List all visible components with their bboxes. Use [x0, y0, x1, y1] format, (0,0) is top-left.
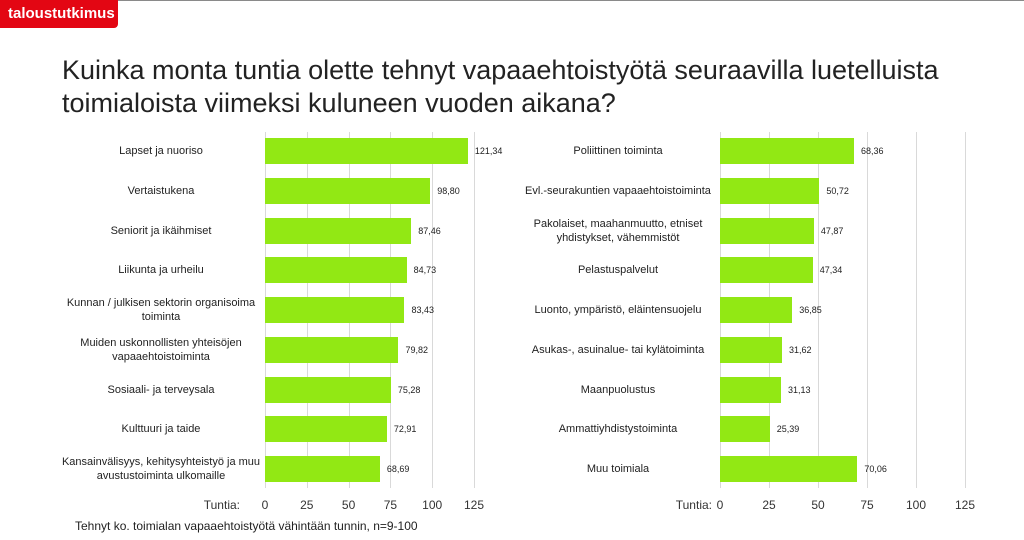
value-label: 83,43 [411, 305, 435, 315]
value-label: 25,39 [776, 424, 800, 435]
grid-line [867, 132, 868, 488]
value-label: 50,72 [826, 185, 849, 196]
x-tick-label: 75 [860, 498, 874, 512]
value-label: 68,69 [386, 464, 410, 474]
category-label: Evl.-seurakuntien vapaaehtoistoiminta [525, 184, 711, 197]
value-label: 79,82 [405, 344, 428, 355]
category-label: Kulttuuri ja taide [121, 423, 201, 436]
category-label: Seniorit ja ikäihmiset [110, 224, 212, 237]
bar [265, 456, 380, 482]
bar [265, 217, 412, 244]
value-label: 84,73 [413, 265, 437, 276]
brand-logo: taloustutkimus [0, 0, 118, 28]
x-tick-label: 125 [954, 498, 976, 512]
category-label: Poliittinen toiminta [573, 145, 663, 157]
bar [720, 257, 813, 284]
bar [720, 416, 770, 443]
category-label: Kansainvälisyys, kehitysyhteistyö ja muu… [61, 456, 261, 482]
bar [265, 177, 431, 204]
category-label: Muu toimiala [586, 463, 650, 475]
bar [265, 257, 407, 284]
grid-line [474, 132, 475, 488]
category-label: Kunnan / julkisen sektorin organisoima t… [66, 297, 256, 323]
value-label: 36,85 [799, 305, 822, 315]
bar [720, 217, 814, 244]
footnote: Tehnyt ko. toimialan vapaaehtoistyötä vä… [75, 519, 418, 533]
bar [720, 177, 820, 204]
bar [265, 336, 399, 363]
bar [720, 376, 781, 403]
x-tick-label: 50 [341, 498, 356, 512]
bar [265, 138, 468, 164]
category-label: Pelastuspalvelut [577, 264, 659, 277]
value-label: 72,91 [393, 424, 417, 435]
x-tick-label: 125 [463, 498, 485, 512]
x-tick-label: 50 [811, 498, 825, 512]
category-label: Pakolaiset, maahanmuutto, etniset yhdist… [533, 217, 703, 244]
value-label: 87,46 [418, 225, 441, 236]
x-tick-label: 75 [383, 498, 398, 512]
slide-title: Kuinka monta tuntia olette tehnyt vapaae… [62, 55, 939, 118]
category-label: Liikunta ja urheilu [118, 264, 204, 277]
value-label: 31,62 [788, 344, 812, 355]
bar [720, 297, 793, 323]
x-tick-label: 0 [716, 498, 724, 512]
category-label: Ammattiyhdistystoiminta [558, 423, 678, 436]
value-label: 75,28 [397, 384, 421, 395]
x-axis-label: Tuntia: [203, 498, 240, 512]
category-label: Muiden uskonnollisten yhteisöjen vapaaeh… [80, 336, 242, 363]
grid-line [818, 132, 819, 488]
bar [720, 138, 854, 164]
category-label: Vertaistukena [127, 184, 195, 197]
x-axis-label: Tuntia: [675, 498, 712, 512]
category-label: Sosiaali- ja terveysala [107, 383, 215, 396]
category-label: Lapset ja nuoriso [119, 145, 203, 157]
category-label: Luonto, ympäristö, eläintensuojelu [534, 304, 702, 316]
grid-line [916, 132, 917, 488]
bar [720, 456, 858, 482]
bar [265, 297, 405, 323]
category-label: Asukas-, asuinalue- tai kylätoiminta [531, 343, 705, 356]
value-label: 68,36 [860, 146, 884, 156]
value-label: 70,06 [864, 464, 887, 474]
bar [265, 416, 387, 443]
value-label: 47,87 [820, 225, 844, 236]
bar [265, 376, 391, 403]
value-label: 121,34 [474, 146, 503, 156]
top-rule [0, 0, 1024, 1]
category-label: Maanpuolustus [580, 383, 656, 396]
grid-line [432, 132, 434, 488]
value-label: 47,34 [819, 265, 843, 276]
value-label: 31,13 [788, 384, 811, 395]
x-tick-label: 100 [422, 498, 443, 512]
x-tick-label: 25 [300, 498, 314, 512]
bar [720, 336, 782, 363]
x-tick-label: 100 [905, 498, 927, 512]
value-label: 98,80 [437, 185, 460, 196]
grid-line [965, 132, 966, 488]
x-tick-label: 25 [762, 498, 776, 512]
x-tick-label: 0 [261, 498, 269, 512]
